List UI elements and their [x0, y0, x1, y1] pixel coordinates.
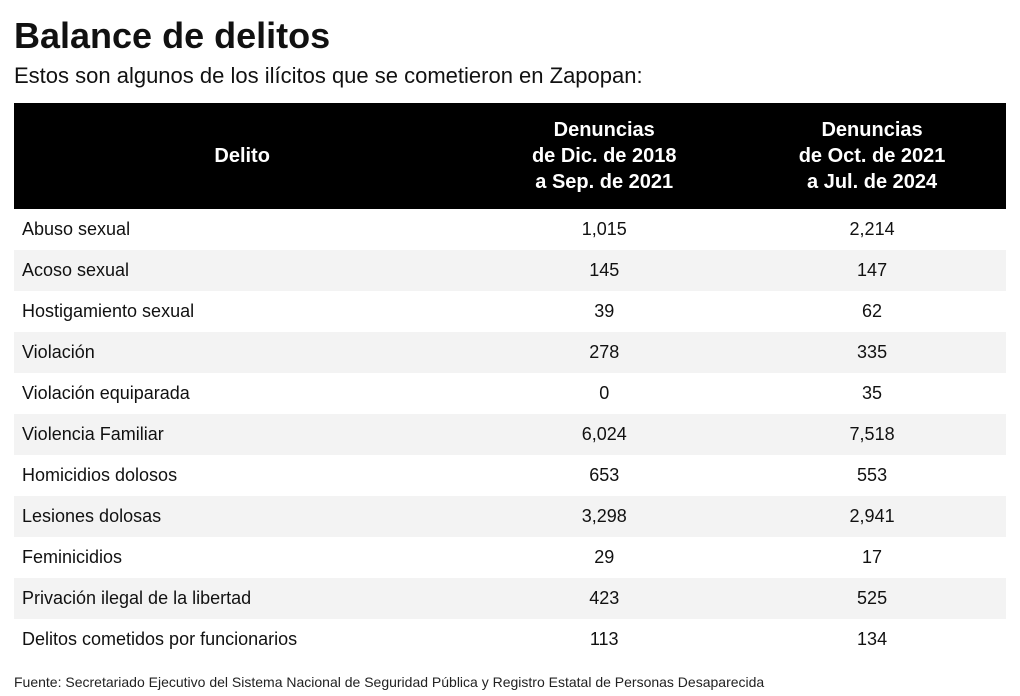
col-header-period2: Denuncias de Oct. de 2021 a Jul. de 2024 [738, 103, 1006, 209]
page-title: Balance de delitos [14, 14, 1006, 57]
cell-delito: Violación equiparada [14, 373, 470, 414]
cell-delito: Violencia Familiar [14, 414, 470, 455]
cell-period1: 653 [470, 455, 738, 496]
table-row: Acoso sexual145147 [14, 250, 1006, 291]
cell-period1: 3,298 [470, 496, 738, 537]
cell-period2: 335 [738, 332, 1006, 373]
cell-period2: 62 [738, 291, 1006, 332]
table-row: Hostigamiento sexual3962 [14, 291, 1006, 332]
table-row: Violación equiparada035 [14, 373, 1006, 414]
cell-period2: 147 [738, 250, 1006, 291]
cell-period2: 7,518 [738, 414, 1006, 455]
table-row: Violación278335 [14, 332, 1006, 373]
cell-period2: 35 [738, 373, 1006, 414]
cell-period1: 145 [470, 250, 738, 291]
cell-period1: 423 [470, 578, 738, 619]
cell-period1: 278 [470, 332, 738, 373]
cell-delito: Acoso sexual [14, 250, 470, 291]
table-body: Abuso sexual1,0152,214Acoso sexual145147… [14, 209, 1006, 660]
cell-delito: Delitos cometidos por funcionarios [14, 619, 470, 660]
col-header-period1: Denuncias de Dic. de 2018 a Sep. de 2021 [470, 103, 738, 209]
table-row: Abuso sexual1,0152,214 [14, 209, 1006, 250]
col-header-delito: Delito [14, 103, 470, 209]
cell-period2: 525 [738, 578, 1006, 619]
cell-period1: 6,024 [470, 414, 738, 455]
cell-delito: Lesiones dolosas [14, 496, 470, 537]
cell-period2: 2,214 [738, 209, 1006, 250]
cell-delito: Feminicidios [14, 537, 470, 578]
cell-delito: Homicidios dolosos [14, 455, 470, 496]
cell-delito: Hostigamiento sexual [14, 291, 470, 332]
table-row: Homicidios dolosos653553 [14, 455, 1006, 496]
cell-period1: 1,015 [470, 209, 738, 250]
cell-period1: 0 [470, 373, 738, 414]
cell-period2: 2,941 [738, 496, 1006, 537]
source-line: Fuente: Secretariado Ejecutivo del Siste… [14, 674, 1006, 690]
cell-delito: Privación ilegal de la libertad [14, 578, 470, 619]
cell-period1: 29 [470, 537, 738, 578]
cell-period2: 134 [738, 619, 1006, 660]
table-row: Feminicidios2917 [14, 537, 1006, 578]
cell-period1: 39 [470, 291, 738, 332]
table-header-row: Delito Denuncias de Dic. de 2018 a Sep. … [14, 103, 1006, 209]
table-row: Lesiones dolosas3,2982,941 [14, 496, 1006, 537]
cell-period2: 17 [738, 537, 1006, 578]
cell-period2: 553 [738, 455, 1006, 496]
page-subtitle: Estos son algunos de los ilícitos que se… [14, 63, 1006, 89]
cell-delito: Abuso sexual [14, 209, 470, 250]
cell-period1: 113 [470, 619, 738, 660]
table-row: Privación ilegal de la libertad423525 [14, 578, 1006, 619]
crime-table: Delito Denuncias de Dic. de 2018 a Sep. … [14, 103, 1006, 660]
table-row: Violencia Familiar6,0247,518 [14, 414, 1006, 455]
table-row: Delitos cometidos por funcionarios113134 [14, 619, 1006, 660]
cell-delito: Violación [14, 332, 470, 373]
